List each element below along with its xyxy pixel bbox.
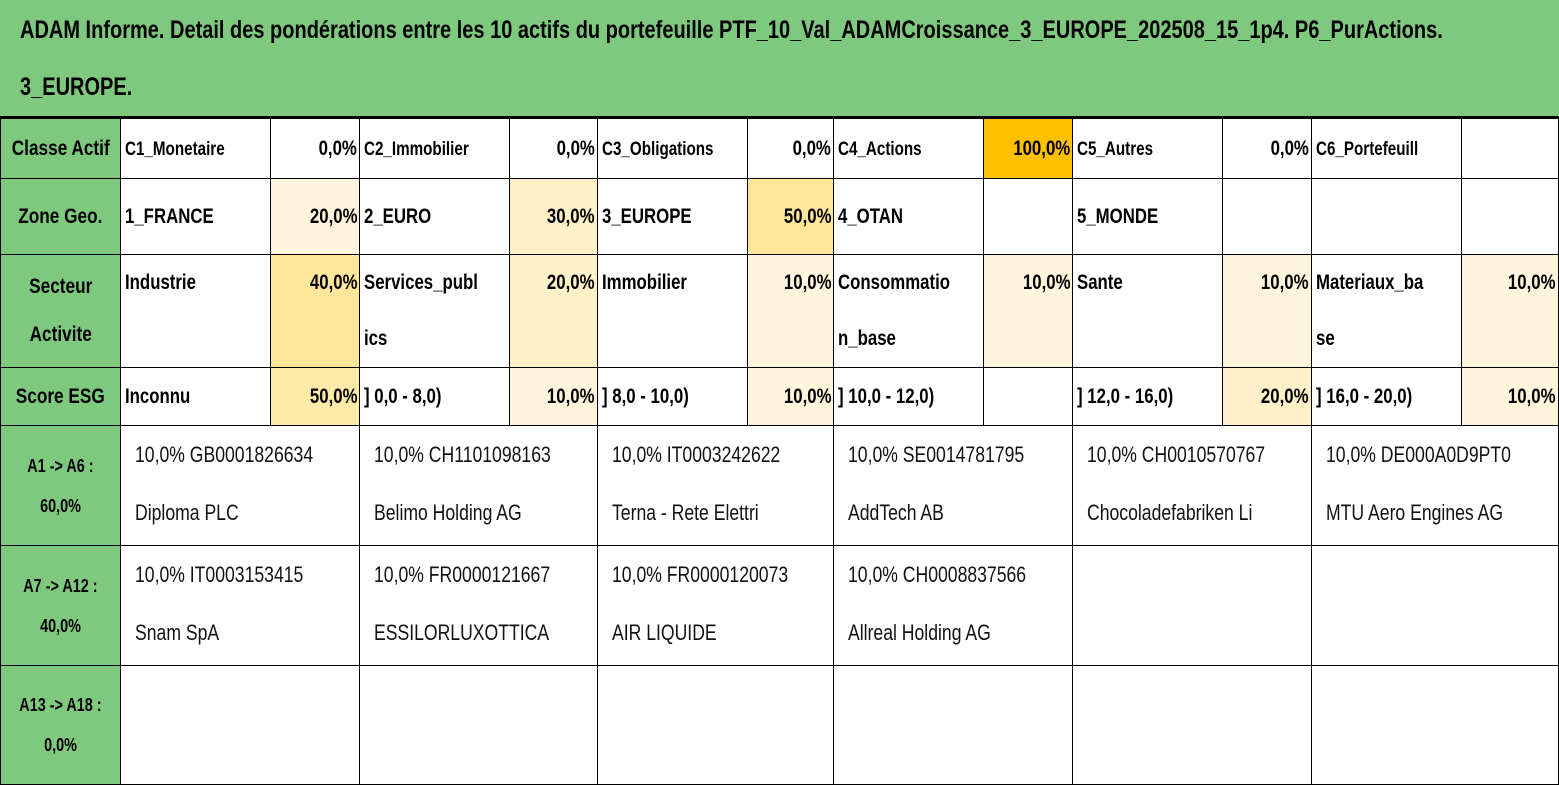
cell-percent[interactable]: 0,0% <box>1222 118 1312 179</box>
asset-cell[interactable]: 10,0% IT0003153415 Snam SpA <box>120 545 361 666</box>
cell-label[interactable]: 4_OTAN <box>833 178 985 255</box>
cell-percent[interactable]: 10,0% <box>1461 254 1559 368</box>
allocation-table: Classe Actif C1_Monetaire 0,0% C2_Immobi… <box>0 118 1559 785</box>
cell-label[interactable]: 2_EURO <box>359 178 511 255</box>
asset-cell[interactable] <box>120 665 361 785</box>
cell-percent[interactable] <box>983 367 1074 426</box>
cell-label[interactable]: C4_Actions <box>833 118 985 179</box>
asset-cell[interactable] <box>359 665 598 785</box>
report-title-line2: 3_EUROPE. <box>20 73 133 101</box>
asset-cell[interactable] <box>596 665 835 785</box>
asset-cell[interactable] <box>1311 545 1559 666</box>
row-classe-actif: Classe Actif C1_Monetaire 0,0% C2_Immobi… <box>0 118 1559 179</box>
cell-percent[interactable]: 20,0% <box>509 254 598 368</box>
cell-percent[interactable] <box>1461 118 1559 179</box>
cell-percent[interactable]: 50,0% <box>746 178 835 255</box>
report-title-line1: ADAM Informe. Detail des pondérations en… <box>20 16 1443 44</box>
row-secteur-activite: Secteur Activite Industrie 40,0% Service… <box>0 254 1559 368</box>
row-zone-geo: Zone Geo. 1_FRANCE 20,0% 2_EURO 30,0% 3_… <box>0 178 1559 255</box>
asset-cell[interactable]: 10,0% CH0008837566 Allreal Holding AG <box>833 545 1074 666</box>
asset-cell[interactable]: 10,0% GB0001826634 Diploma PLC <box>120 425 361 546</box>
cell-label[interactable]: C1_Monetaire <box>120 118 272 179</box>
asset-cell[interactable]: 10,0% FR0000121667 ESSILORLUXOTTICA <box>359 545 598 666</box>
cell-label[interactable]: ] 10,0 - 12,0) <box>833 367 985 426</box>
row-header-zone: Zone Geo. <box>0 178 122 255</box>
cell-label[interactable]: 3_EUROPE <box>596 178 748 255</box>
cell-percent[interactable] <box>1461 178 1559 255</box>
row-header-classe: Classe Actif <box>0 118 122 179</box>
asset-cell[interactable]: 10,0% CH0010570767 Chocoladefabriken Li <box>1072 425 1312 546</box>
report-title-band: ADAM Informe. Detail des pondérations en… <box>0 0 1559 118</box>
cell-percent[interactable]: 10,0% <box>746 367 835 426</box>
asset-cell[interactable]: 10,0% CH1101098163 Belimo Holding AG <box>359 425 598 546</box>
row-assets-a1-a6: A1 -> A6 : 60,0% 10,0% GB0001826634 Diplo… <box>0 425 1559 546</box>
cell-label[interactable]: ] 16,0 - 20,0) <box>1311 367 1462 426</box>
cell-percent[interactable]: 20,0% <box>1222 367 1312 426</box>
cell-label[interactable]: C5_Autres <box>1072 118 1224 179</box>
cell-label[interactable]: Industrie <box>120 254 272 368</box>
asset-cell[interactable]: 10,0% SE0014781795 AddTech AB <box>833 425 1074 546</box>
asset-group-header: A13 -> A18 : 0,0% <box>0 665 122 785</box>
cell-label[interactable]: ] 0,0 - 8,0) <box>359 367 511 426</box>
row-header-esg: Score ESG <box>0 367 122 426</box>
cell-label[interactable]: C3_Obligations <box>596 118 748 179</box>
cell-percent[interactable]: 20,0% <box>270 178 361 255</box>
asset-cell[interactable] <box>1072 665 1312 785</box>
cell-label[interactable]: C6_Portefeuill <box>1311 118 1462 179</box>
row-score-esg: Score ESG Inconnu 50,0% ] 0,0 - 8,0) 10,… <box>0 367 1559 426</box>
cell-label[interactable]: C2_Immobilier <box>359 118 511 179</box>
cell-label[interactable]: 1_FRANCE <box>120 178 272 255</box>
cell-label[interactable]: ] 12,0 - 16,0) <box>1072 367 1224 426</box>
cell-label[interactable]: 5_MONDE <box>1072 178 1224 255</box>
cell-label[interactable]: Materiaux_base <box>1311 254 1462 368</box>
cell-label[interactable]: Sante <box>1072 254 1224 368</box>
cell-percent[interactable]: 10,0% <box>509 367 598 426</box>
cell-percent[interactable]: 0,0% <box>746 118 835 179</box>
asset-cell[interactable]: 10,0% DE000A0D9PT0 MTU Aero Engines AG <box>1311 425 1559 546</box>
row-assets-a13-a18: A13 -> A18 : 0,0% <box>0 665 1559 785</box>
cell-percent[interactable]: 40,0% <box>270 254 361 368</box>
cell-percent-highlight[interactable]: 100,0% <box>983 118 1074 179</box>
cell-label[interactable] <box>1311 178 1462 255</box>
cell-percent[interactable]: 10,0% <box>983 254 1074 368</box>
cell-percent[interactable]: 0,0% <box>270 118 361 179</box>
cell-label[interactable]: ] 8,0 - 10,0) <box>596 367 748 426</box>
asset-cell[interactable] <box>833 665 1074 785</box>
asset-cell[interactable] <box>1311 665 1559 785</box>
asset-group-header: A7 -> A12 : 40,0% <box>0 545 122 666</box>
cell-percent[interactable] <box>1222 178 1312 255</box>
cell-percent[interactable] <box>983 178 1074 255</box>
row-assets-a7-a12: A7 -> A12 : 40,0% 10,0% IT0003153415 Snam… <box>0 545 1559 666</box>
row-header-secteur: Secteur Activite <box>0 254 122 368</box>
cell-percent[interactable]: 10,0% <box>1222 254 1312 368</box>
cell-label[interactable]: Services_publics <box>359 254 511 368</box>
cell-percent[interactable]: 30,0% <box>509 178 598 255</box>
cell-label[interactable]: Consommation_base <box>833 254 985 368</box>
cell-percent[interactable]: 10,0% <box>1461 367 1559 426</box>
asset-cell[interactable]: 10,0% FR0000120073 AIR LIQUIDE <box>596 545 835 666</box>
cell-label[interactable]: Inconnu <box>120 367 272 426</box>
asset-group-header: A1 -> A6 : 60,0% <box>0 425 122 546</box>
cell-percent[interactable]: 10,0% <box>746 254 835 368</box>
cell-percent[interactable]: 0,0% <box>509 118 598 179</box>
asset-cell[interactable] <box>1072 545 1312 666</box>
cell-label[interactable]: Immobilier <box>596 254 748 368</box>
cell-percent[interactable]: 50,0% <box>270 367 361 426</box>
asset-cell[interactable]: 10,0% IT0003242622 Terna - Rete Elettri <box>596 425 835 546</box>
